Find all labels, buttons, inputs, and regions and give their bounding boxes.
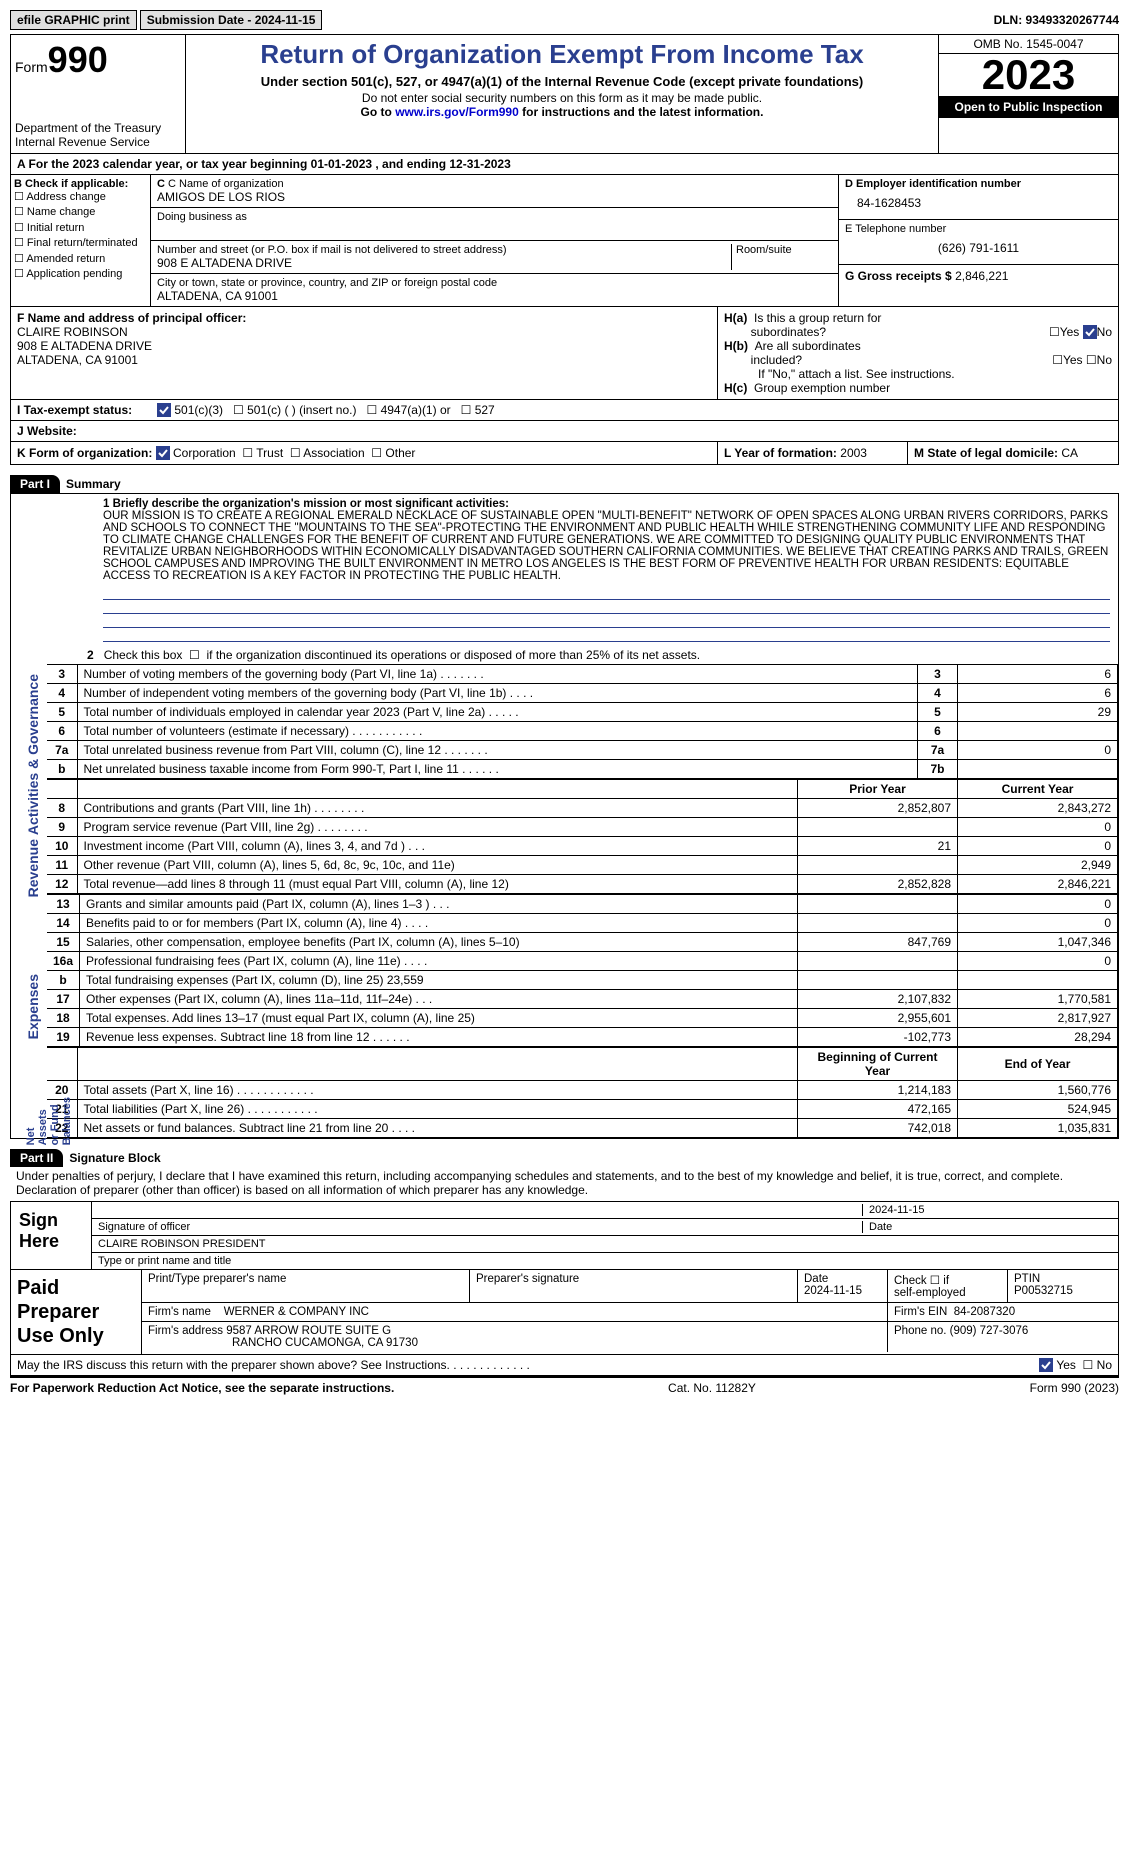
form-label: Form xyxy=(15,59,48,75)
perjury-text: Under penalties of perjury, I declare th… xyxy=(10,1167,1119,1199)
expenses-table: 13Grants and similar amounts paid (Part … xyxy=(47,894,1118,1047)
ein: 84-1628453 xyxy=(845,190,1112,216)
form-subtitle: Under section 501(c), 527, or 4947(a)(1)… xyxy=(190,74,934,89)
org-city: ALTADENA, CA 91001 xyxy=(157,289,832,303)
org-form-row: K Form of organization: Corporation ☐ Tr… xyxy=(10,442,1119,465)
part1-content: Activities & Governance 1 Briefly descri… xyxy=(10,493,1119,1139)
signature-block: Sign Here 2024-11-15 Signature of office… xyxy=(10,1201,1119,1270)
org-name: AMIGOS DE LOS RIOS xyxy=(157,190,832,204)
officer-row: F Name and address of principal officer:… xyxy=(10,307,1119,400)
public-inspection: Open to Public Inspection xyxy=(939,96,1118,118)
check-icon xyxy=(157,403,171,417)
topbar: efile GRAPHIC print Submission Date - 20… xyxy=(10,10,1119,30)
irs-label: Internal Revenue Service xyxy=(15,135,181,149)
ptin: P00532715 xyxy=(1014,1285,1073,1297)
domicile: CA xyxy=(1061,446,1078,460)
irs-link[interactable]: www.irs.gov/Form990 xyxy=(395,105,519,119)
part2-header: Part II xyxy=(10,1149,63,1167)
revenue-table: Prior YearCurrent Year 8Contributions an… xyxy=(47,779,1118,894)
ssn-note: Do not enter social security numbers on … xyxy=(190,91,934,105)
line-a: A For the 2023 calendar year, or tax yea… xyxy=(10,154,1119,175)
mission-text: OUR MISSION IS TO CREATE A REGIONAL EMER… xyxy=(103,510,1108,582)
form-header: Form990 Department of the Treasury Inter… xyxy=(10,34,1119,154)
preparer-block: Paid Preparer Use Only Print/Type prepar… xyxy=(10,1270,1119,1355)
check-icon xyxy=(1083,325,1097,339)
org-info-grid: B Check if applicable: ☐ Address change … xyxy=(10,175,1119,307)
side-expenses: Expenses xyxy=(25,974,41,1039)
discuss-row: May the IRS discuss this return with the… xyxy=(10,1355,1119,1376)
check-icon xyxy=(156,446,170,460)
firm-name: WERNER & COMPANY INC xyxy=(224,1306,369,1318)
side-netassets: Net Assets or Fund Balances xyxy=(25,1097,73,1145)
officer-sig: CLAIRE ROBINSON PRESIDENT xyxy=(98,1238,265,1250)
side-revenue: Revenue xyxy=(25,839,41,897)
dept-label: Department of the Treasury xyxy=(15,121,181,135)
check-icon xyxy=(1039,1358,1053,1372)
governance-table: 3Number of voting members of the governi… xyxy=(47,664,1118,779)
year-formation: 2003 xyxy=(840,446,867,460)
tax-status-row: I Tax-exempt status: 501(c)(3) ☐ 501(c) … xyxy=(10,400,1119,421)
phone: (626) 791-1611 xyxy=(845,235,1112,261)
firm-phone: (909) 727-3076 xyxy=(950,1325,1029,1337)
part1-header: Part I xyxy=(10,475,60,493)
efile-button[interactable]: efile GRAPHIC print xyxy=(10,10,137,30)
website-row: J Website: xyxy=(10,421,1119,442)
side-governance: Activities & Governance xyxy=(25,674,41,835)
org-address: 908 E ALTADENA DRIVE xyxy=(157,256,727,270)
page-footer: For Paperwork Reduction Act Notice, see … xyxy=(10,1376,1119,1398)
submission-button[interactable]: Submission Date - 2024-11-15 xyxy=(140,10,323,30)
netassets-table: Beginning of Current YearEnd of Year 20T… xyxy=(47,1047,1118,1138)
gross-receipts: 2,846,221 xyxy=(955,269,1008,283)
box-b-title: B Check if applicable: xyxy=(14,178,128,190)
dln-label: DLN: 93493320267744 xyxy=(994,13,1119,27)
tax-year: 2023 xyxy=(939,54,1118,96)
form-number: 990 xyxy=(48,39,108,80)
q2: 2 Check this box ☐ if the organization d… xyxy=(47,646,1118,664)
officer-name: CLAIRE ROBINSON xyxy=(17,325,128,339)
sig-date: 2024-11-15 xyxy=(862,1204,1112,1216)
firm-ein: 84-2087320 xyxy=(954,1306,1015,1318)
form-title: Return of Organization Exempt From Incom… xyxy=(190,39,934,70)
